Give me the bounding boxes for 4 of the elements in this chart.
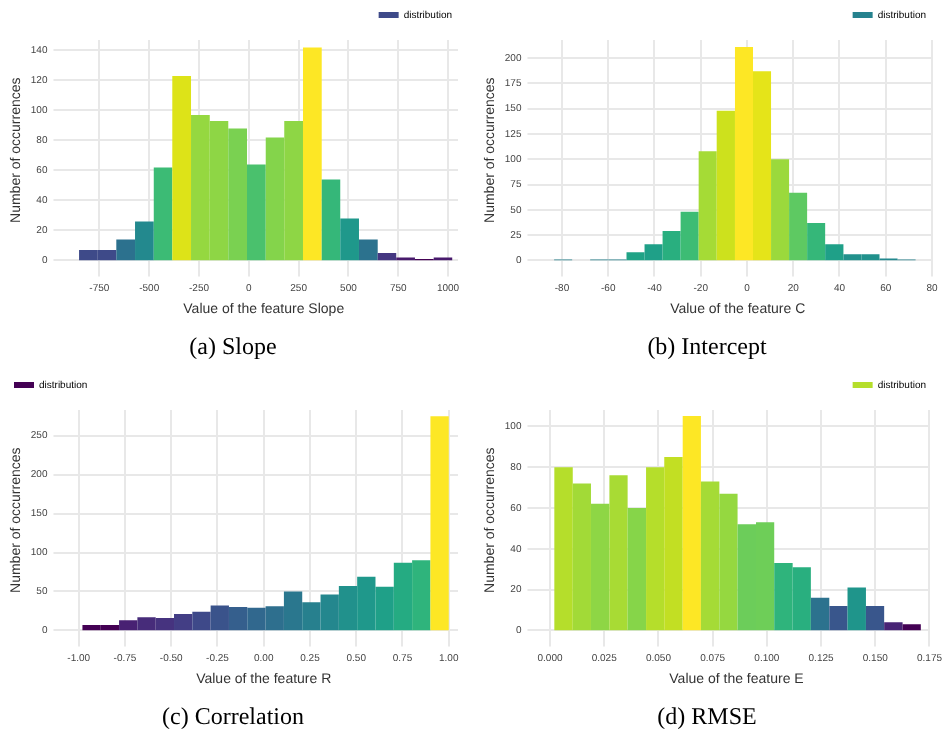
text: (d) RMSE — [657, 701, 757, 730]
text: (b) Intercept — [647, 331, 768, 360]
text: (a) Slope — [189, 331, 277, 360]
text: (c) Correlation — [162, 701, 304, 730]
